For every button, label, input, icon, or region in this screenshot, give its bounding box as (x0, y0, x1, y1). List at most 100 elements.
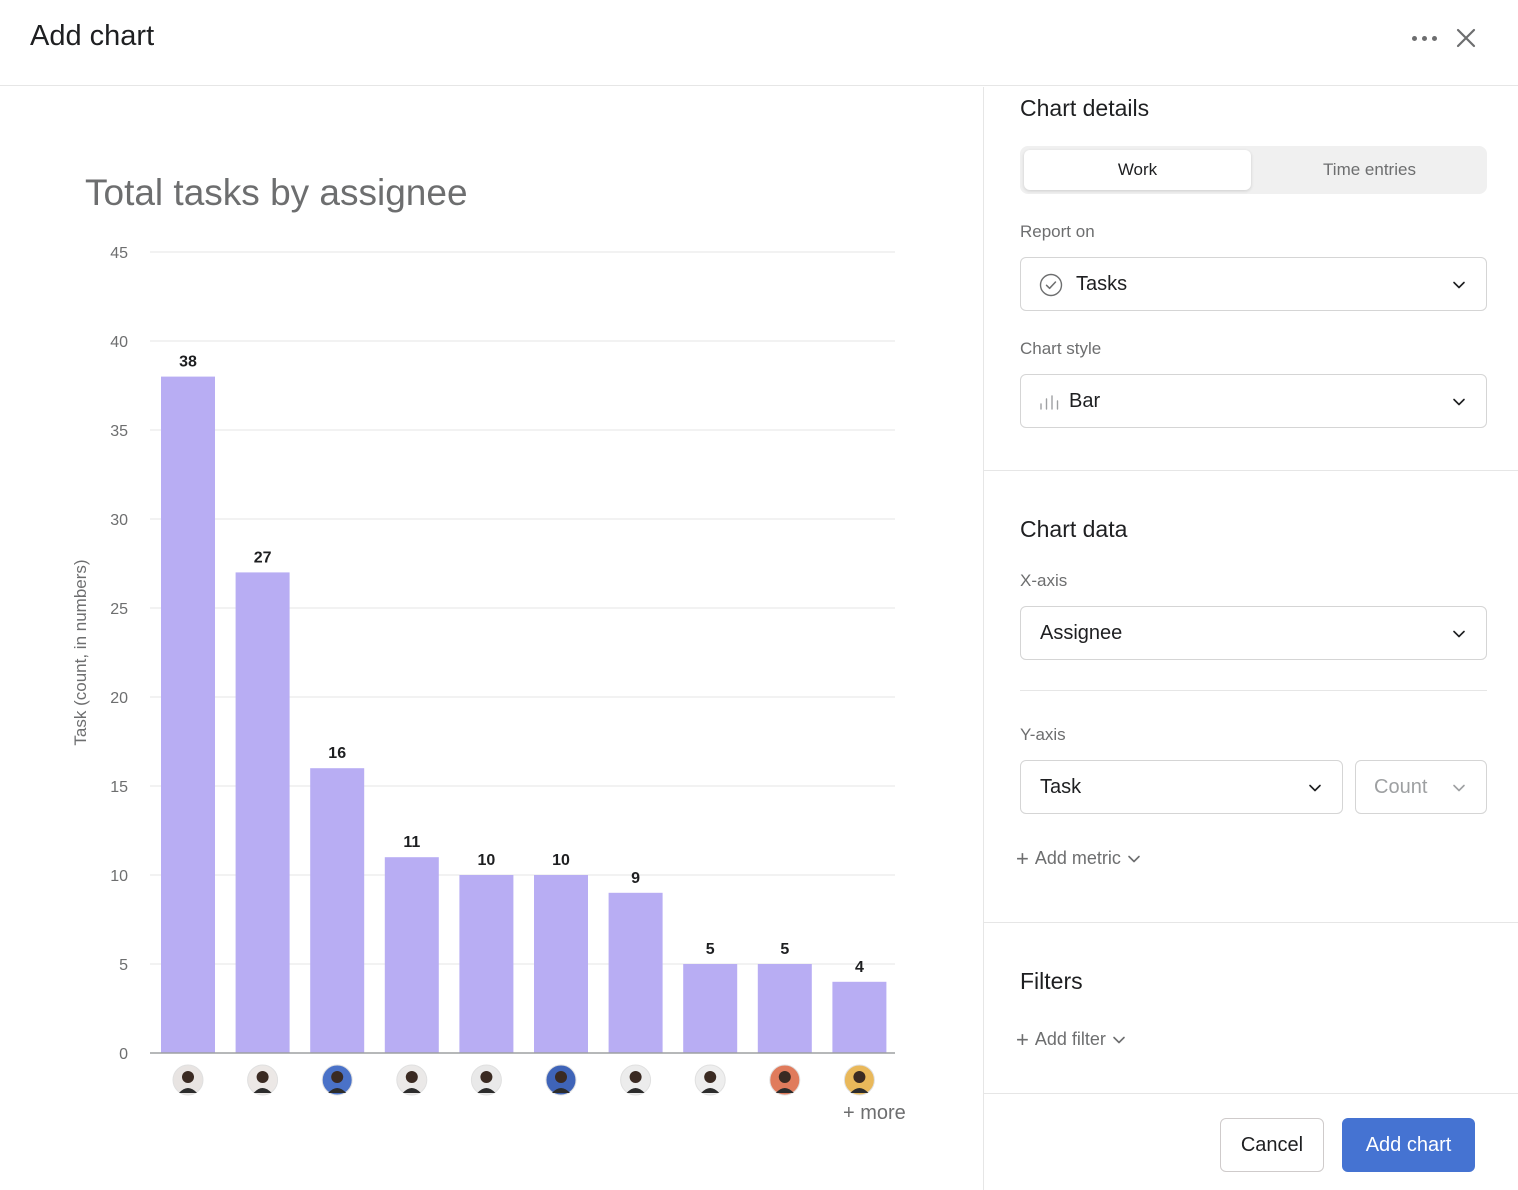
more-assignees-link[interactable]: + more (843, 1102, 906, 1124)
chevron-down-icon (1453, 784, 1465, 792)
bar-value-label: 16 (328, 745, 346, 762)
avatar-body (328, 1088, 347, 1093)
y-tick-label: 40 (110, 334, 128, 351)
chevron-down-icon (1128, 855, 1140, 862)
add-filter-button[interactable]: + Add filter (1016, 1026, 1126, 1052)
y-axis-title: Task (count, in numbers) (71, 559, 90, 745)
avatar-face (405, 1071, 418, 1083)
tab-time-entries[interactable]: Time entries (1323, 160, 1416, 179)
y-tick-label: 0 (119, 1046, 128, 1063)
y-axis-select[interactable]: Task (1020, 760, 1343, 814)
chevron-down-icon (1453, 398, 1465, 406)
report-on-label: Report on (1020, 222, 1095, 241)
avatar-face (480, 1071, 493, 1083)
chart-style-value: Bar (1069, 390, 1101, 412)
add-filter-label: Add filter (1034, 1029, 1106, 1049)
more-options-icon[interactable] (1404, 22, 1444, 54)
y-axis-aggregation-select[interactable]: Count (1355, 760, 1487, 814)
filters-heading: Filters (1020, 968, 1083, 994)
report-on-select[interactable]: Tasks (1020, 257, 1487, 311)
y-tick-label: 10 (110, 868, 128, 885)
bar (608, 892, 663, 1053)
y-tick-label: 15 (110, 779, 128, 796)
chart-style-label: Chart style (1020, 339, 1102, 358)
chart-preview: Total tasks by assignee 0 5 10 15 20 25 30 35 40… (0, 87, 983, 1190)
bar (683, 964, 738, 1053)
chevron-down-icon (1309, 784, 1321, 792)
cancel-button[interactable]: Cancel (1220, 1118, 1324, 1172)
bar-value-label: 5 (706, 941, 715, 958)
section-divider (984, 470, 1518, 471)
plus-icon: + (1016, 1026, 1029, 1052)
bar (534, 875, 588, 1053)
x-axis-select[interactable]: Assignee (1020, 606, 1487, 660)
check-circle-icon (1039, 273, 1063, 297)
chevron-down-icon (1453, 281, 1465, 289)
avatar-face (629, 1071, 642, 1083)
chart-details-heading: Chart details (1020, 95, 1150, 121)
avatar-face (555, 1071, 567, 1083)
y-axis-value: Task (1040, 776, 1082, 798)
bar-chart-icon (1040, 395, 1059, 410)
avatar-face (778, 1071, 791, 1083)
avatar-body (477, 1088, 496, 1093)
y-tick-label: 35 (110, 423, 128, 440)
settings-panel: Chart details Work Time entries Report o… (984, 87, 1518, 1190)
bar (384, 857, 439, 1053)
dialog-title: Add chart (30, 20, 155, 52)
y-axis-aggregation-value: Count (1374, 776, 1428, 798)
tab-work[interactable]: Work (1024, 150, 1251, 190)
avatar-face (331, 1071, 344, 1083)
y-axis-label: Y-axis (1020, 725, 1066, 744)
bar-value-label: 5 (780, 941, 789, 958)
avatar-body (775, 1088, 794, 1093)
avatar-face (256, 1071, 269, 1083)
avatar-body (850, 1088, 869, 1093)
chart-title: Total tasks by assignee (85, 172, 468, 213)
close-icon[interactable] (1450, 22, 1482, 54)
add-metric-label: Add metric (1034, 848, 1121, 868)
bar-value-label: 9 (631, 870, 640, 887)
avatar-body (179, 1088, 197, 1093)
y-tick-label: 5 (119, 957, 128, 974)
x-axis-value: Assignee (1040, 622, 1123, 644)
avatar-body (402, 1088, 421, 1093)
chevron-down-icon (1453, 630, 1465, 638)
source-toggle: Work Time entries (1020, 146, 1487, 194)
avatar-face (182, 1071, 194, 1083)
footer-divider (984, 1093, 1518, 1094)
bar-value-label: 10 (552, 852, 570, 869)
chart-style-select[interactable]: Bar (1020, 374, 1487, 428)
add-chart-button[interactable]: Add chart (1342, 1118, 1475, 1172)
bar (310, 768, 365, 1053)
avatar-body (626, 1088, 645, 1093)
panel-divider (983, 87, 984, 1190)
add-metric-button[interactable]: + Add metric (1016, 845, 1141, 871)
y-tick-label: 20 (110, 690, 128, 707)
section-divider (984, 922, 1518, 923)
report-on-value: Tasks (1076, 273, 1128, 295)
bar-value-label: 11 (403, 834, 420, 851)
avatar-face (704, 1071, 717, 1083)
avatar-body (552, 1088, 570, 1093)
bar (235, 572, 290, 1053)
y-tick-label: 45 (110, 245, 128, 262)
bar-value-label: 10 (478, 852, 496, 869)
plus-icon: + (1016, 845, 1029, 871)
bar-value-label: 38 (179, 354, 197, 371)
bar (757, 964, 812, 1053)
avatar-body (701, 1088, 720, 1093)
chart-data-heading: Chart data (1020, 516, 1128, 542)
y-tick-label: 30 (110, 512, 128, 529)
avatar-body (253, 1088, 272, 1093)
bar (161, 376, 215, 1054)
dialog-header: Add chart (0, 0, 1518, 86)
field-divider (1020, 690, 1487, 691)
y-tick-label: 25 (110, 601, 128, 618)
chevron-down-icon (1113, 1036, 1125, 1043)
avatar-face (853, 1071, 866, 1083)
bar-value-label: 4 (855, 959, 864, 976)
x-axis-label: X-axis (1020, 571, 1068, 590)
bar (832, 981, 887, 1053)
